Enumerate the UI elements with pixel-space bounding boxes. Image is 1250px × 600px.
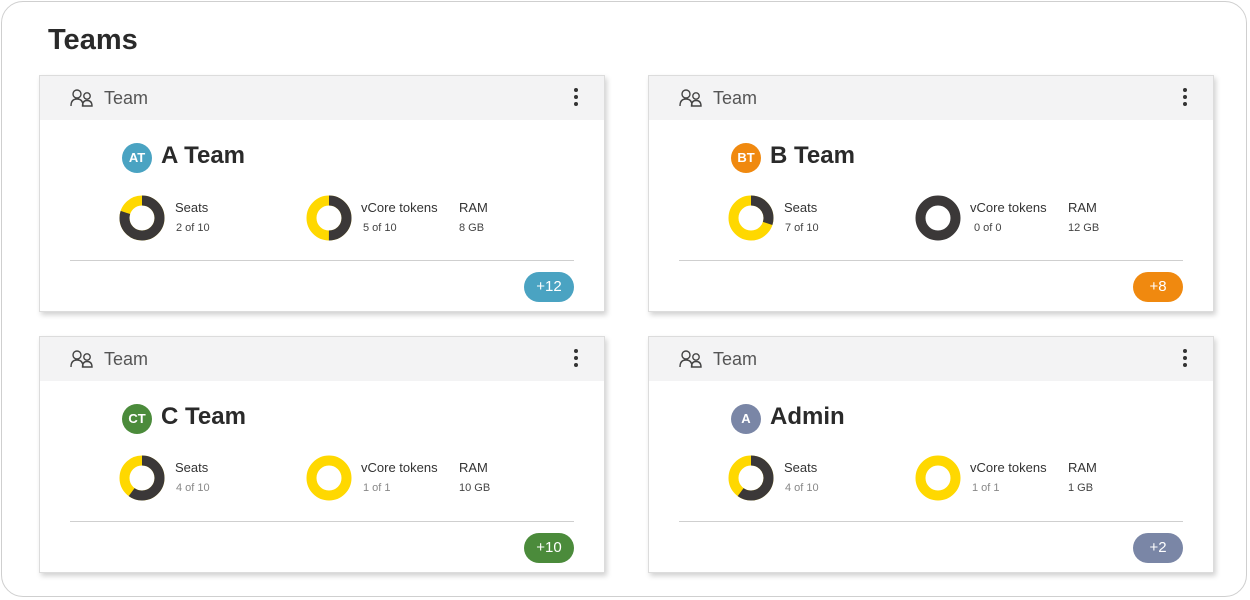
card-header-label: Team [713,349,758,369]
vcore-value: 5 of 10 [363,222,397,234]
avatar: AT [122,143,152,173]
more-members-badge[interactable]: +8 [1133,272,1183,302]
seats-label: Seats [784,200,818,215]
page-title: Teams [48,24,138,56]
card-header-label: Team [713,88,758,108]
seats-value: 2 of 10 [176,222,210,234]
more-members-badge[interactable]: +2 [1133,533,1183,563]
ram-value: 10 GB [459,482,491,494]
seats-donut [119,455,165,501]
team-name: A Team [161,142,246,169]
seats-donut [119,195,165,241]
card-header-label: Team [104,349,149,369]
donut-empty-ring [915,195,961,241]
team-name: Admin [770,403,845,430]
donut-segment [119,195,165,241]
card-header: Team [649,337,1213,381]
ram-label: RAM [459,200,488,215]
vcore-value: 1 of 1 [972,482,1000,494]
ram-value: 8 GB [459,222,485,234]
card-header: Team [40,76,604,120]
donut-segment [728,455,774,501]
more-options-icon[interactable] [568,349,584,371]
team-card[interactable]: Team CT C Team Seats 4 of 10 vCore token… [39,336,605,573]
team-icon [679,89,702,107]
vcore-value: 1 of 1 [363,482,391,494]
card-divider [70,521,574,522]
ram-label: RAM [459,460,488,475]
ram-label: RAM [1068,200,1097,215]
donut-remaining-ring [306,455,352,501]
seats-label: Seats [175,200,209,215]
seats-donut [728,455,774,501]
vcore-donut [915,195,961,241]
ram-value: 12 GB [1068,222,1100,234]
team-card[interactable]: Team BT B Team Seats 7 of 10 vCore token… [648,75,1214,312]
team-icon [679,350,702,368]
vcore-donut [306,195,352,241]
seats-label: Seats [175,460,209,475]
team-name: B Team [770,142,855,169]
more-options-icon[interactable] [568,88,584,110]
team-name: C Team [161,403,246,430]
card-header: Team [40,337,604,381]
card-header: Team [649,76,1213,120]
avatar: A [731,404,761,434]
vcore-donut [915,455,961,501]
more-members-badge[interactable]: +10 [524,533,574,563]
team-card[interactable]: Team AT A Team Seats 2 of 10 vCore token… [39,75,605,312]
seats-value: 4 of 10 [176,482,210,494]
avatar: BT [731,143,761,173]
avatar: CT [122,404,152,434]
more-options-icon[interactable] [1177,88,1193,110]
team-icon [70,350,93,368]
card-divider [679,260,1183,261]
vcore-donut [306,455,352,501]
card-header-label: Team [104,88,149,108]
vcore-label: vCore tokens [361,200,438,215]
seats-value: 4 of 10 [785,482,819,494]
seats-label: Seats [784,460,818,475]
vcore-label: vCore tokens [970,460,1047,475]
donut-segment [728,195,774,241]
vcore-label: vCore tokens [970,200,1047,215]
team-icon [70,89,93,107]
seats-value: 7 of 10 [785,222,819,234]
more-options-icon[interactable] [1177,349,1193,371]
card-divider [70,260,574,261]
ram-label: RAM [1068,460,1097,475]
donut-segment [119,455,165,501]
more-members-badge[interactable]: +12 [524,272,574,302]
donut-segment [306,195,352,241]
vcore-value: 0 of 0 [974,222,1002,234]
seats-donut [728,195,774,241]
ram-value: 1 GB [1068,482,1094,494]
team-card[interactable]: Team A Admin Seats 4 of 10 vCore tokens … [648,336,1214,573]
donut-remaining-ring [915,455,961,501]
vcore-label: vCore tokens [361,460,438,475]
card-divider [679,521,1183,522]
